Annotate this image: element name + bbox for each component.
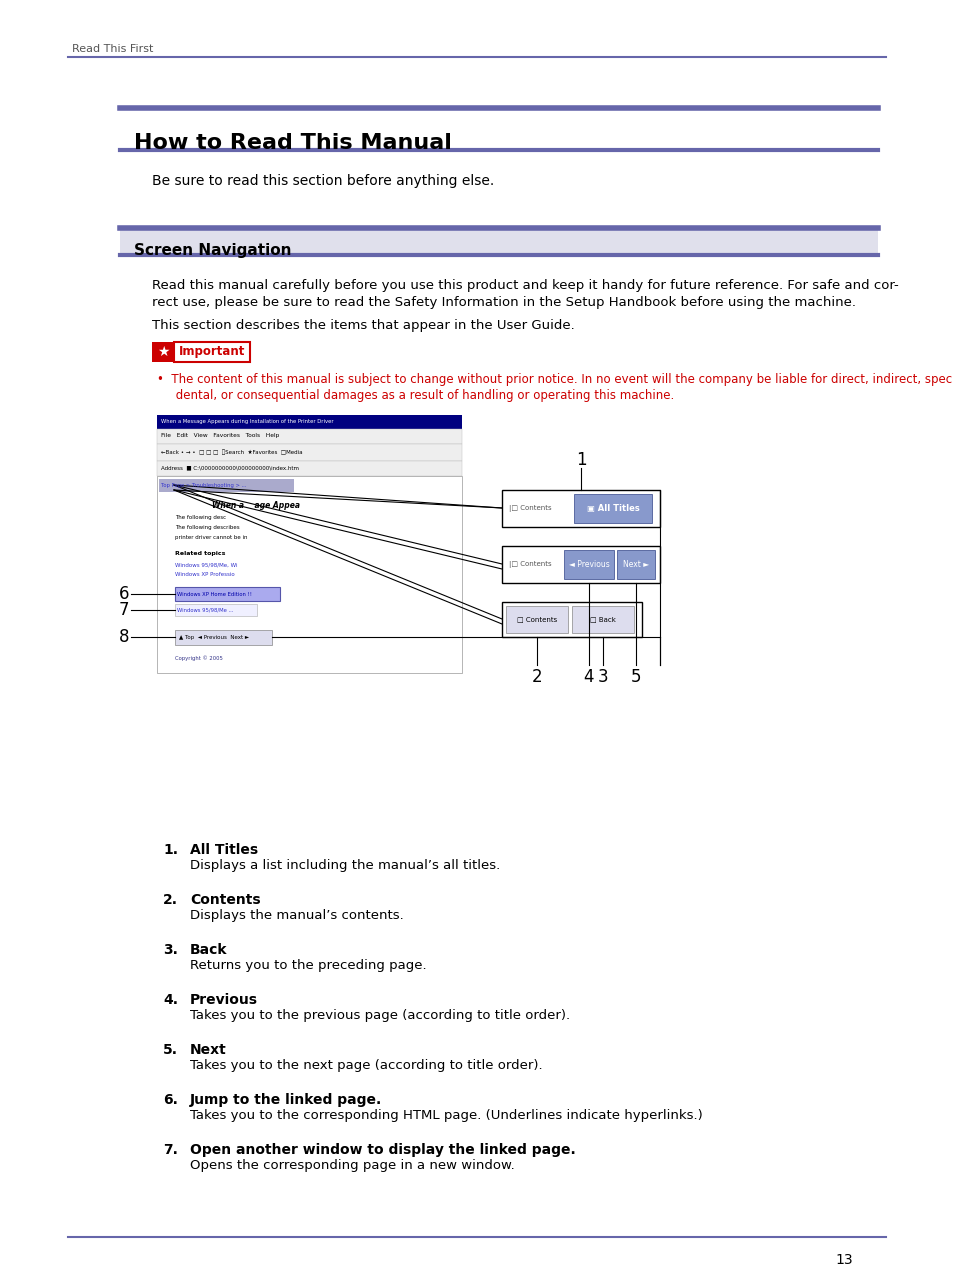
Text: Copyright © 2005: Copyright © 2005	[174, 655, 223, 660]
Text: 3.: 3.	[163, 944, 177, 958]
Text: 1: 1	[575, 451, 586, 469]
Text: printer driver cannot be in: printer driver cannot be in	[174, 536, 247, 541]
Text: Top Page > Troubleshooting > ...: Top Page > Troubleshooting > ...	[161, 483, 246, 488]
Bar	[501, 602, 641, 638]
Text: Be sure to read this section before anything else.: Be sure to read this section before anyt…	[152, 174, 494, 188]
Bar	[157, 444, 461, 461]
Text: Back: Back	[190, 944, 227, 958]
Text: 2.: 2.	[163, 893, 178, 907]
Text: How to Read This Manual: How to Read This Manual	[133, 133, 452, 152]
Bar	[173, 342, 250, 362]
Bar	[572, 606, 634, 632]
Bar	[563, 550, 614, 579]
Bar	[157, 429, 461, 444]
Bar	[174, 605, 256, 616]
Text: 5.: 5.	[163, 1043, 178, 1057]
Text: File   Edit   View   Favorites   Tools   Help: File Edit View Favorites Tools Help	[161, 433, 279, 438]
Text: Related topics: Related topics	[174, 550, 225, 555]
Text: 8: 8	[118, 627, 129, 646]
Text: Takes you to the previous page (according to title order).: Takes you to the previous page (accordin…	[190, 1008, 570, 1022]
Text: Important: Important	[178, 345, 245, 358]
Bar	[120, 229, 877, 255]
Text: The following desc: The following desc	[174, 516, 226, 521]
Text: Displays a list including the manual’s all titles.: Displays a list including the manual’s a…	[190, 859, 499, 872]
Text: Windows XP Professio: Windows XP Professio	[174, 573, 234, 578]
Text: Previous: Previous	[190, 993, 257, 1007]
Text: Read This First: Read This First	[71, 44, 153, 55]
Text: Windows 95/98/Me ...: Windows 95/98/Me ...	[177, 607, 233, 612]
Text: Address  ■ C:\0000000000\000000000\index.htm: Address ■ C:\0000000000\000000000\index.…	[161, 466, 298, 470]
Text: When a    age Appea: When a age Appea	[212, 500, 299, 509]
Text: □ Back: □ Back	[590, 616, 616, 622]
Text: Takes you to the next page (according to title order).: Takes you to the next page (according to…	[190, 1059, 542, 1072]
Text: ★: ★	[156, 345, 169, 359]
Text: 1.: 1.	[163, 843, 178, 857]
Text: 5: 5	[630, 668, 640, 686]
Text: Open another window to display the linked page.: Open another window to display the linke…	[190, 1143, 576, 1157]
Text: ←Back • → •  □ □ □  ⌕Search  ★Favorites  □Media: ←Back • → • □ □ □ ⌕Search ★Favorites □Me…	[161, 450, 302, 455]
Text: rect use, please be sure to read the Safety Information in the Setup Handbook be: rect use, please be sure to read the Saf…	[152, 296, 855, 309]
Text: Opens the corresponding page in a new window.: Opens the corresponding page in a new wi…	[190, 1160, 515, 1172]
Text: ▲ Top  ◄ Previous  Next ►: ▲ Top ◄ Previous Next ►	[179, 635, 249, 640]
Text: Displays the manual’s contents.: Displays the manual’s contents.	[190, 909, 403, 922]
Text: Windows 95/98/Me, Wi: Windows 95/98/Me, Wi	[174, 563, 237, 568]
Text: □ Contents: □ Contents	[517, 616, 557, 622]
Bar	[501, 490, 659, 527]
Bar	[157, 476, 461, 673]
Bar	[174, 630, 272, 645]
Text: Next ►: Next ►	[622, 560, 648, 569]
Text: 6: 6	[118, 585, 129, 603]
Text: dental, or consequential damages as a result of handling or operating this machi: dental, or consequential damages as a re…	[157, 389, 674, 403]
Text: Read this manual carefully before you use this product and keep it handy for fut: Read this manual carefully before you us…	[152, 279, 898, 292]
Text: Next: Next	[190, 1043, 227, 1057]
Bar	[157, 415, 461, 429]
Text: Jump to the linked page.: Jump to the linked page.	[190, 1093, 382, 1107]
Text: ◄ Previous: ◄ Previous	[568, 560, 609, 569]
Text: Windows XP Home Edition !!: Windows XP Home Edition !!	[177, 592, 252, 597]
Bar	[574, 494, 651, 523]
Text: Contents: Contents	[190, 893, 260, 907]
Text: 3: 3	[598, 668, 608, 686]
Text: 13: 13	[834, 1253, 852, 1267]
Bar	[157, 461, 461, 476]
Bar	[505, 606, 567, 632]
Text: |□ Contents: |□ Contents	[509, 561, 551, 568]
Text: ▣ All Titles: ▣ All Titles	[586, 504, 639, 513]
Text: All Titles: All Titles	[190, 843, 258, 857]
Text: 7.: 7.	[163, 1143, 177, 1157]
Text: |□ Contents: |□ Contents	[509, 505, 551, 512]
Text: Returns you to the preceding page.: Returns you to the preceding page.	[190, 959, 426, 972]
Bar	[501, 546, 659, 583]
Bar	[617, 550, 655, 579]
Bar	[152, 342, 173, 362]
Text: 4: 4	[583, 668, 594, 686]
Text: The following describes: The following describes	[174, 526, 239, 531]
Bar	[174, 587, 280, 601]
Text: Screen Navigation: Screen Navigation	[133, 243, 292, 258]
Text: When a Message Appears during Installation of the Printer Driver: When a Message Appears during Installati…	[161, 419, 334, 424]
Text: 2: 2	[531, 668, 541, 686]
Text: 7: 7	[118, 601, 129, 618]
Text: •  The content of this manual is subject to change without prior notice. In no e: • The content of this manual is subject …	[157, 373, 953, 386]
Text: This section describes the items that appear in the User Guide.: This section describes the items that ap…	[152, 319, 574, 331]
Text: Takes you to the corresponding HTML page. (Underlines indicate hyperlinks.): Takes you to the corresponding HTML page…	[190, 1109, 702, 1121]
Text: 4.: 4.	[163, 993, 178, 1007]
Bar	[159, 479, 294, 491]
Text: 6.: 6.	[163, 1093, 177, 1107]
